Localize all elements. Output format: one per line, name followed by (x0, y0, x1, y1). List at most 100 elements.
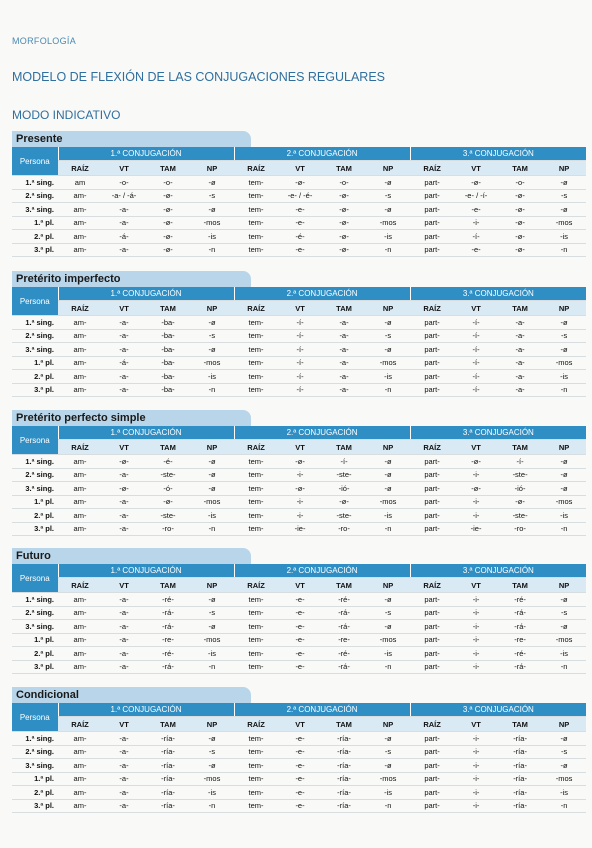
cell: -ø (366, 315, 411, 330)
tense-block: Presente Persona 1.ª CONJUGACIÓN 2.ª CONJUG… (12, 131, 587, 257)
column-header: TAM (498, 300, 543, 316)
cell: -mos (190, 216, 235, 230)
cell: part- (410, 342, 455, 357)
person: 1.ª pl. (12, 633, 58, 647)
persona-header: Persona (12, 147, 58, 176)
cell: am- (58, 481, 102, 496)
conjugation-table: Persona 1.ª CONJUGACIÓN 2.ª CONJUGACIÓN 3.ª… (12, 703, 587, 813)
cell: tem- (234, 799, 279, 813)
cell: -a- (102, 202, 146, 217)
cell: -mos (190, 772, 235, 786)
tense-title: Presente (12, 131, 251, 147)
cell: -í- (498, 454, 543, 469)
cell: -is (366, 508, 411, 523)
cell: -ø (366, 758, 411, 773)
cell: tem- (234, 175, 279, 190)
cell: -ø- (498, 189, 543, 203)
cell: -a- (102, 731, 146, 746)
person: 1.ª pl. (12, 772, 58, 786)
cell: -a- (322, 383, 367, 397)
cell: tem- (234, 454, 279, 469)
cell: tem- (234, 646, 279, 661)
cell: -mos (542, 772, 587, 786)
cell: -mos (190, 633, 235, 647)
row: 1.ª pl. am- -á- -ba- -mos tem- -í- -a- -mos part-… (12, 356, 587, 370)
cell: part- (410, 189, 455, 203)
conjugation-header: 3.ª CONJUGACIÓN (409, 287, 587, 301)
cell: -ø- (322, 495, 367, 509)
row: 1.ª sing. am -o- -o- -ø tem- -ø- -o- -ø part- -ø- -… (12, 175, 587, 190)
cell: am- (58, 785, 102, 800)
row: 1.ª sing. am- -a- -ría- -ø tem- -e- -ría- -ø part… (12, 731, 587, 746)
column-header: NP (190, 716, 235, 732)
cell: part- (410, 229, 455, 244)
cell: -a- (102, 383, 146, 397)
column-header: TAM (146, 439, 190, 455)
cell: -í- (278, 315, 323, 330)
cell: -ré- (498, 646, 543, 661)
column-header: NP (542, 300, 587, 316)
person: 1.ª sing. (12, 731, 58, 746)
cell: -n (190, 243, 235, 257)
cell: tem- (234, 495, 279, 509)
cell: -is (542, 229, 587, 244)
cell: -i- (454, 606, 499, 620)
cell: -í- (278, 329, 323, 343)
cell: -re- (322, 633, 367, 647)
cell: tem- (234, 606, 279, 620)
conjugation-header: 1.ª CONJUGACIÓN (57, 147, 235, 161)
person: 2.ª pl. (12, 785, 58, 800)
cell: tem- (234, 468, 279, 482)
cell: -ø- (322, 243, 367, 257)
cell: -ste- (146, 508, 190, 523)
cell: -a- (498, 369, 543, 384)
column-header: VT (278, 160, 323, 176)
cell: -ø (366, 481, 411, 496)
column-header: RAÍZ (410, 160, 455, 176)
person: 3.ª sing. (12, 202, 58, 217)
cell: -i- (278, 468, 323, 482)
row: 1.ª pl. am- -a- -ría- -mos tem- -e- -ría- -mos pa… (12, 772, 587, 786)
row: 3.ª sing. am- -a- -ba- -ø tem- -í- -a- -ø part- -í… (12, 342, 587, 357)
cell: -ø (542, 592, 587, 607)
tense-block: Pretérito perfecto simple Persona 1.ª CONJ… (12, 410, 587, 536)
cell: -a- (498, 342, 543, 357)
cell: -a- / -á- (102, 189, 146, 203)
cell: -ø (190, 202, 235, 217)
cell: -ó- (146, 481, 190, 496)
column-header: VT (454, 300, 499, 316)
cell: -ø- (146, 189, 190, 203)
cell: -i- (454, 731, 499, 746)
column-header: NP (366, 716, 411, 732)
row: 3.ª sing. am- -a- -rá- -ø tem- -e- -rá- -ø part- -… (12, 619, 587, 634)
conjugation-header: 2.ª CONJUGACIÓN (233, 287, 411, 301)
cell: am- (58, 522, 102, 536)
cell: -mos (542, 356, 587, 370)
cell: -o- (322, 175, 367, 190)
cell: part- (410, 481, 455, 496)
cell: -ie- (278, 522, 323, 536)
cell: -ø (190, 619, 235, 634)
person: 1.ª sing. (12, 315, 58, 330)
cell: -n (190, 522, 235, 536)
cell: -s (366, 745, 411, 759)
cell: -ø- (498, 202, 543, 217)
tense-title: Pretérito perfecto simple (12, 410, 251, 426)
cell: -is (366, 229, 411, 244)
cell: -ø- (322, 229, 367, 244)
cell: -ría- (146, 731, 190, 746)
cell: -a- (102, 799, 146, 813)
cell: -is (542, 369, 587, 384)
cell: -ø- (454, 175, 499, 190)
cell: -mos (542, 633, 587, 647)
cell: -a- (102, 522, 146, 536)
row: 3.ª pl. am- -a- -ro- -n tem- -ie- -ro- -n part- -i… (12, 522, 587, 536)
person: 3.ª pl. (12, 799, 58, 813)
cell: -e- (278, 592, 323, 607)
cell: tem- (234, 369, 279, 384)
column-header: RAÍZ (234, 577, 279, 593)
cell: -rá- (322, 619, 367, 634)
cell: -n (542, 383, 587, 397)
row: 1.ª pl. am- -a- -ø- -mos tem- -i- -ø- -mos part- -… (12, 495, 587, 509)
cell: -is (542, 646, 587, 661)
